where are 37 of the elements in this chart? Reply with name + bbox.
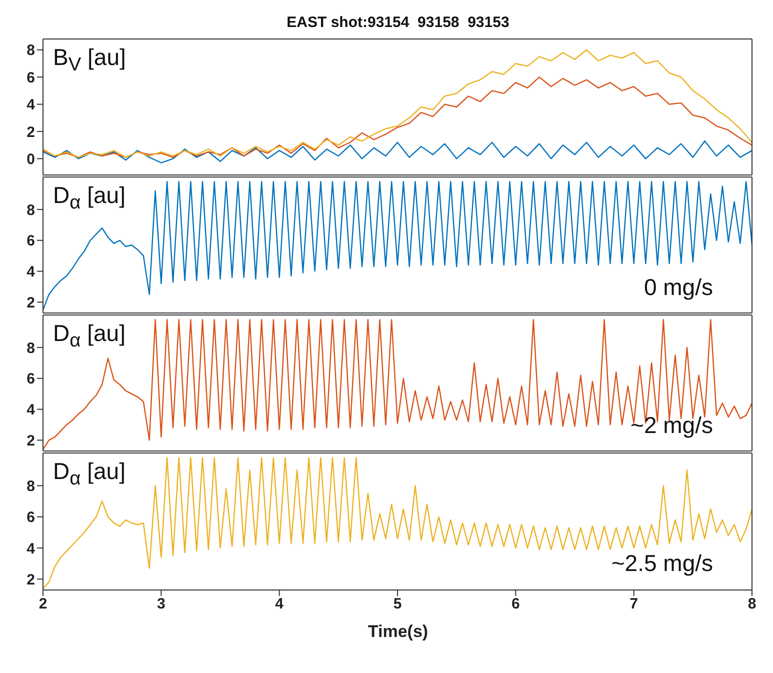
- annotation: D$_{α}$ [au]: [53, 458, 126, 491]
- y-tick-label: 8: [26, 42, 35, 60]
- x-tick-label: 4: [275, 596, 284, 613]
- x-tick-label: 2: [38, 596, 48, 613]
- y-tick-label: 8: [26, 478, 35, 496]
- y-tick-label: 2: [26, 571, 35, 588]
- y-tick-label: 2: [26, 124, 35, 141]
- x-tick-label: 3: [156, 596, 166, 613]
- x-tick-label: 7: [630, 596, 638, 613]
- x-tick-label: 8: [748, 596, 756, 613]
- y-tick-label: 6: [26, 370, 35, 388]
- annotation: 0 mg/s: [644, 274, 713, 301]
- line-series: [43, 181, 752, 311]
- line-series: [43, 140, 752, 164]
- y-tick-label: 6: [26, 232, 35, 250]
- x-tick-label: 5: [393, 596, 402, 613]
- y-tick-label: 6: [26, 509, 35, 526]
- x-axis-title: Time(s): [366, 622, 430, 642]
- y-tick-label: 6: [26, 69, 35, 86]
- x-tick-label: 6: [511, 596, 520, 613]
- y-tick-label: 0: [26, 151, 35, 168]
- annotation: ~2 mg/s: [630, 412, 713, 439]
- annotation: ~2.5 mg/s: [611, 550, 713, 577]
- y-tick-label: 2: [26, 432, 35, 450]
- chart-title: EAST shot:93154 93158 93153: [286, 14, 510, 31]
- y-tick-label: 4: [26, 540, 36, 558]
- annotation: D$_{α}$ [au]: [53, 182, 126, 215]
- y-tick-label: 4: [26, 96, 36, 114]
- annotation: B$_{V}$ [au]: [53, 44, 126, 77]
- line-series: [43, 76, 752, 158]
- y-tick-label: 8: [26, 202, 35, 219]
- line-series: [43, 49, 752, 158]
- y-tick-label: 2: [26, 294, 35, 312]
- annotation: D$_{α}$ [au]: [53, 320, 126, 353]
- y-tick-label: 4: [26, 402, 36, 419]
- y-tick-label: 8: [26, 340, 35, 357]
- y-tick-label: 4: [26, 264, 36, 281]
